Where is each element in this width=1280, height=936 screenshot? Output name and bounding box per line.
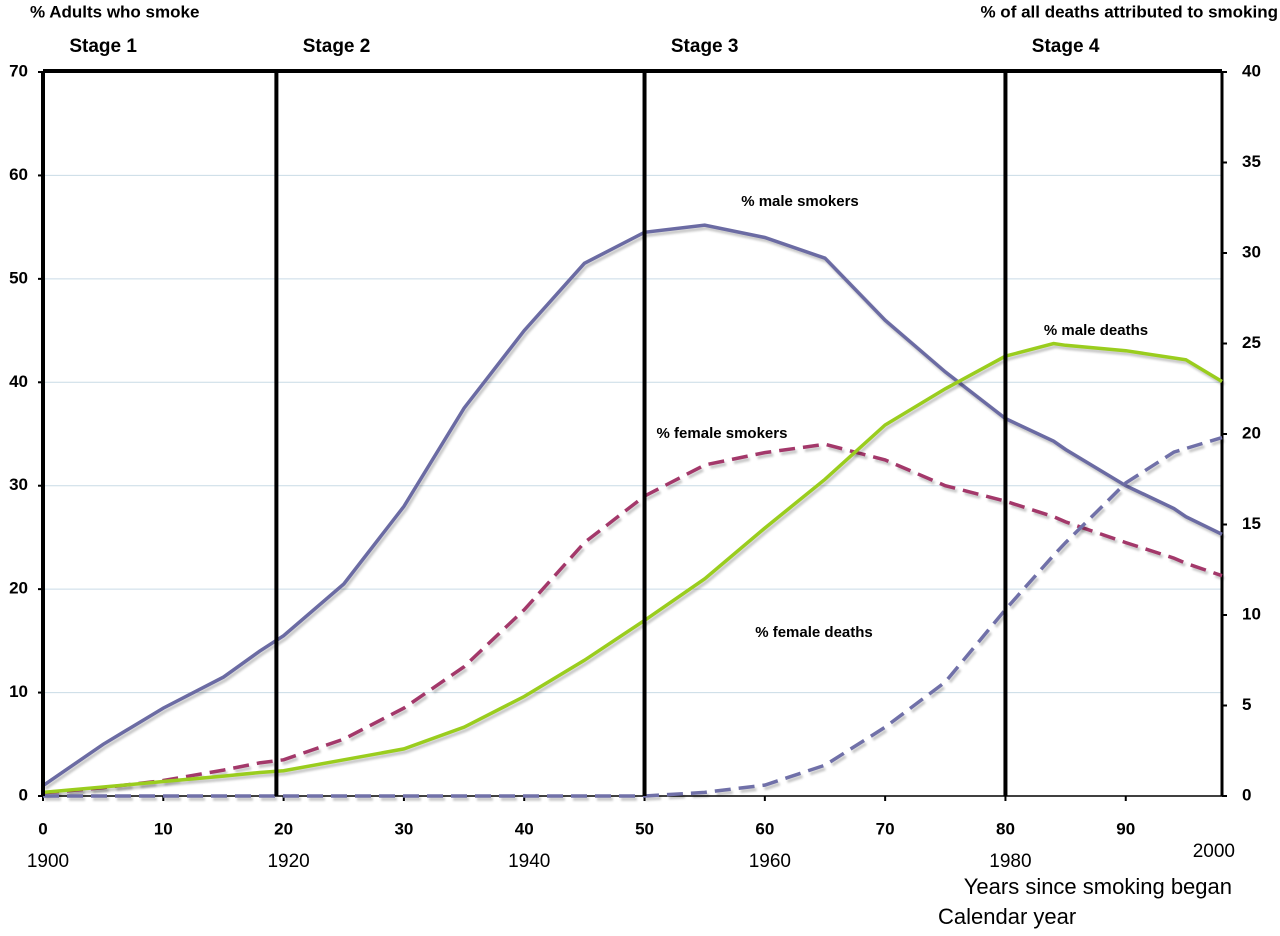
x-tick-label: 70 [876, 819, 895, 838]
y2-tick-label: 35 [1242, 152, 1261, 171]
stage-label: Stage 1 [69, 36, 137, 57]
y2-tick-label: 30 [1242, 242, 1261, 261]
y2-tick-label: 40 [1242, 61, 1261, 80]
y-tick-label: 40 [9, 372, 28, 391]
x-tick-label: 80 [996, 819, 1015, 838]
x-tick-label: 10 [154, 819, 173, 838]
stage-label: Stage 4 [1032, 36, 1100, 57]
x-tick-label: 90 [1116, 819, 1135, 838]
x-tick-label: 50 [635, 819, 654, 838]
x2-tick-label: 2000 [1193, 841, 1235, 862]
x2-axis-title: Calendar year [938, 904, 1076, 929]
y2-axis-title: % of all deaths attributed to smoking [980, 2, 1278, 21]
y-tick-label: 60 [9, 165, 28, 184]
annotation: % male deaths [1044, 322, 1148, 339]
stage-label: Stage 3 [671, 36, 739, 57]
x2-tick-label: 1920 [267, 851, 309, 872]
x-tick-label: 20 [274, 819, 293, 838]
annotation: % male smokers [741, 193, 859, 210]
y-tick-label: 20 [9, 579, 28, 598]
y2-tick-label: 10 [1242, 604, 1261, 623]
y-tick-label: 10 [9, 682, 28, 701]
data-line [42, 223, 1223, 788]
x-tick-label: 30 [394, 819, 413, 838]
data-line [42, 442, 1223, 795]
x2-tick-label: 1980 [989, 851, 1031, 872]
y-tick-label: 70 [9, 61, 28, 80]
y2-tick-label: 5 [1242, 695, 1251, 714]
annotation: % female smokers [657, 425, 788, 442]
x-tick-label: 0 [38, 819, 47, 838]
stage-label: Stage 2 [303, 36, 371, 57]
y-tick-label: 30 [9, 475, 28, 494]
y2-tick-label: 25 [1242, 333, 1261, 352]
y2-tick-label: 15 [1242, 514, 1261, 533]
x2-tick-label: 1940 [508, 851, 550, 872]
x2-tick-label: 1960 [749, 851, 791, 872]
y2-tick-label: 0 [1242, 785, 1251, 804]
x-tick-label: 40 [515, 819, 534, 838]
data-line [42, 341, 1223, 795]
x2-tick-label: 1900 [27, 851, 69, 872]
data-line [43, 435, 1223, 798]
y2-tick-label: 20 [1242, 423, 1261, 442]
y-tick-label: 0 [19, 785, 28, 804]
x-axis-title: Years since smoking began [964, 874, 1232, 899]
x-tick-label: 60 [755, 819, 774, 838]
y-tick-label: 50 [9, 268, 28, 287]
annotation: % female deaths [755, 624, 873, 641]
y-axis-title: % Adults who smoke [30, 2, 199, 21]
